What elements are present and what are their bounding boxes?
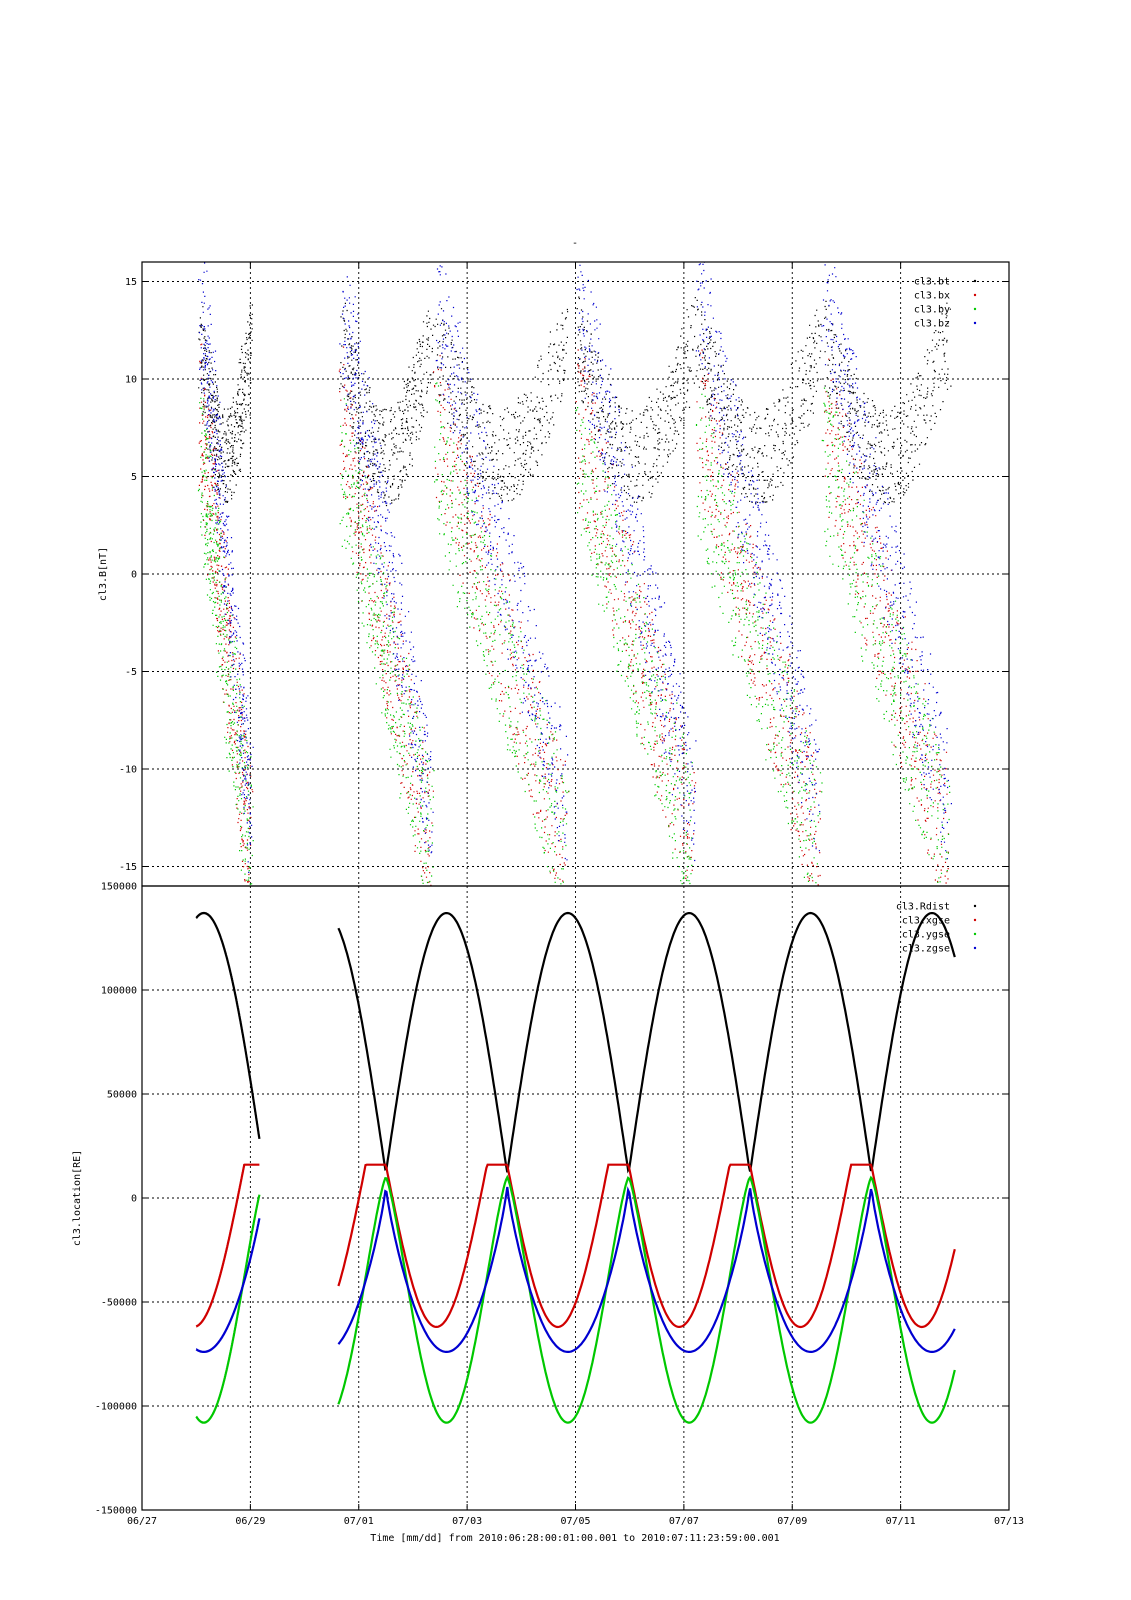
bottom-y-tick-label: 150000	[101, 882, 137, 893]
bottom-legend-marker	[973, 946, 977, 950]
top-legend-label: cl3.by	[914, 305, 950, 316]
x-ticks: 06/27 06/29 07/01 07/03 07/05 07/07 07/09 07/11…	[127, 262, 1024, 1527]
top-legend-marker	[973, 293, 977, 297]
x-tick-label: 07/11	[886, 1516, 916, 1527]
bottom-legend-marker	[973, 904, 977, 908]
x-tick-label: 07/03	[452, 1516, 482, 1527]
bottom-y-axis-label: cl3.location[RE]	[72, 1150, 83, 1246]
top-legend: cl3.bt cl3.bx cl3.by cl3.bz	[914, 277, 977, 330]
cl3-xgse-line	[195, 1163, 260, 1328]
top-y-axis-label: cl3.B[nT]	[98, 547, 109, 601]
cl3-bt-points	[198, 296, 952, 507]
cl3-zgse-line	[195, 1218, 261, 1353]
bottom-y-tick-label: 100000	[101, 986, 137, 997]
chart-title: -	[572, 238, 578, 249]
top-y-ticks: -15 -10 -5 0 5 10 15	[119, 277, 1009, 873]
bottom-legend-marker	[973, 918, 977, 922]
location-panel: -150000 -100000 -50000 0 50000 100000 150000 0…	[72, 262, 1024, 1544]
top-legend-label: cl3.bt	[914, 277, 950, 288]
top-y-tick-label: -5	[125, 667, 137, 678]
top-y-tick-label: 10	[125, 375, 137, 386]
cl3-ygse-line	[337, 1174, 956, 1424]
bottom-y-tick-label: -100000	[95, 1402, 137, 1413]
x-tick-label: 06/27	[127, 1516, 157, 1527]
x-tick-label: 07/01	[344, 1516, 374, 1527]
top-y-tick-label: 5	[131, 472, 137, 483]
top-y-tick-label: -15	[119, 862, 137, 873]
top-legend-label: cl3.bx	[914, 291, 950, 302]
cl3-bx-points	[198, 343, 949, 886]
x-tick-label: 07/05	[560, 1516, 590, 1527]
bottom-legend-label: cl3.ygse	[902, 930, 950, 941]
cl3-bz-points	[198, 261, 952, 873]
top-grid	[142, 262, 1009, 886]
cl3-Rdist-line	[337, 911, 956, 1174]
top-legend-label: cl3.bz	[914, 319, 950, 330]
x-axis-label: Time [mm/dd] from 2010:06:28:00:01:00.00…	[370, 1533, 779, 1544]
cl3-by-points	[197, 382, 951, 885]
x-tick-label: 07/07	[669, 1516, 699, 1527]
top-y-tick-label: 0	[131, 570, 137, 581]
bottom-legend-marker	[973, 932, 977, 936]
bottom-legend-label: cl3.Rdist	[896, 902, 950, 913]
location-lines	[195, 911, 956, 1424]
x-tick-label: 07/13	[994, 1516, 1024, 1527]
bottom-y-tick-label: 0	[131, 1194, 137, 1205]
cl3-zgse-line	[337, 1186, 956, 1353]
bottom-y-tick-label: -150000	[95, 1506, 137, 1517]
top-y-tick-label: -10	[119, 765, 137, 776]
bottom-legend-label: cl3.zgse	[902, 944, 950, 955]
bottom-y-ticks: -150000 -100000 -50000 0 50000 100000 150000	[95, 882, 1009, 1517]
bottom-y-tick-label: 50000	[107, 1090, 137, 1101]
bottom-legend: cl3.Rdist cl3.xgse cl3.ygse cl3.zgse	[896, 902, 977, 955]
cl3-ygse-line	[195, 1194, 261, 1424]
top-y-tick-label: 15	[125, 277, 137, 288]
x-tick-label: 07/09	[777, 1516, 807, 1527]
bottom-y-tick-label: -50000	[101, 1298, 137, 1309]
bottom-legend-label: cl3.xgse	[902, 916, 950, 927]
top-legend-marker	[973, 307, 977, 311]
cl3-xgse-line	[337, 1163, 956, 1329]
x-tick-label: 06/29	[235, 1516, 265, 1527]
top-legend-marker	[973, 279, 977, 283]
magnetic-field-points	[197, 261, 952, 886]
top-legend-marker	[973, 321, 977, 325]
cl3-Rdist-line	[195, 911, 261, 1140]
